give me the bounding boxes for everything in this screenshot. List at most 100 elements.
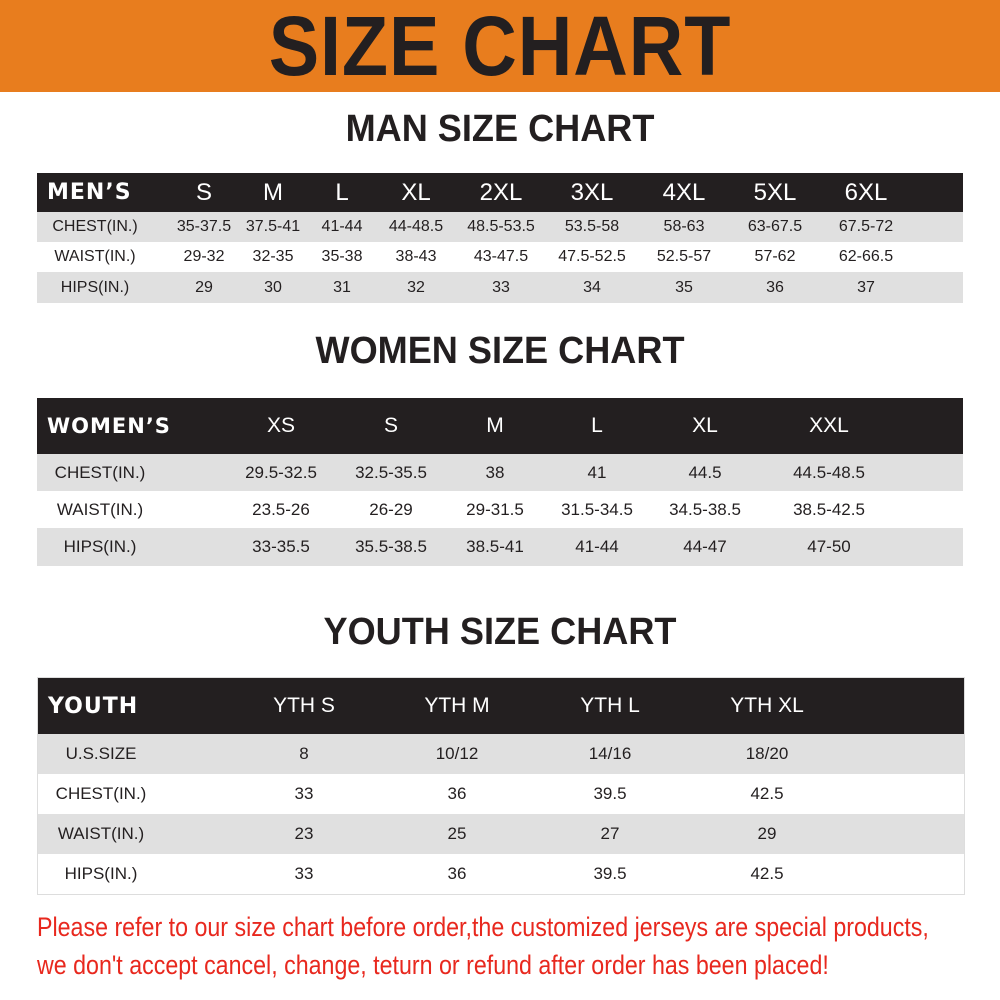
table-cell: 47-50 <box>807 537 851 556</box>
size-header-s: S <box>195 178 213 206</box>
table-cell: 37.5-41 <box>245 218 301 235</box>
table-cell: 44.5 <box>688 462 722 482</box>
table-cell: 25 <box>447 824 467 843</box>
table-cell: 42.5 <box>750 864 784 883</box>
women-section-title: WOMEN SIZE CHART <box>315 330 685 372</box>
table-cell: 39.5 <box>593 784 627 803</box>
table-cell: 23 <box>294 824 314 843</box>
table-cell: 29-32 <box>183 248 225 265</box>
row-label: WAIST(IN.) <box>54 248 136 265</box>
notice-line-1: Please refer to our size chart before or… <box>37 912 929 942</box>
size-header-l: L <box>591 414 603 437</box>
table-cell: 23.5-26 <box>252 499 310 519</box>
table-cell: 37 <box>857 278 875 296</box>
table-cell: 35 <box>675 278 693 296</box>
women-size-table: WOMEN’S XS S M L XL XXL CHEST(IN.) 29.5-32.5 32.5… <box>37 398 963 566</box>
table-cell: 31.5-34.5 <box>561 499 633 519</box>
men-section-title: MAN SIZE CHART <box>345 108 655 150</box>
youth-size-table: YOUTH YTH S YTH M YTH L YTH XL U.S.SIZE 8 10/12… <box>37 677 965 895</box>
page-title: SIZE CHART <box>268 0 732 93</box>
table-cell: 32 <box>407 278 425 296</box>
table-cell: 57-62 <box>754 248 796 265</box>
table-cell: 36 <box>447 864 467 883</box>
table-cell: 33 <box>294 784 314 803</box>
size-header-yth-l: YTH L <box>580 694 640 717</box>
header-label: WOMEN’S <box>47 414 171 438</box>
size-header-xxl: XXL <box>809 414 849 437</box>
table-cell: 14/16 <box>588 744 632 763</box>
table-cell: 32-35 <box>252 248 294 265</box>
size-header-l: L <box>335 178 349 206</box>
table-cell: 67.5-72 <box>838 218 894 235</box>
table-cell: 39.5 <box>593 864 627 883</box>
table-cell: 48.5-53.5 <box>467 218 535 235</box>
table-cell: 42.5 <box>750 784 784 803</box>
table-row: CHEST(IN.) 29.5-32.5 32.5-35.5 38 41 44.5 44.5… <box>37 454 963 491</box>
table-cell: 41-44 <box>321 218 363 235</box>
table-row: WAIST(IN.) 23.5-26 26-29 29-31.5 31.5-34.5 34… <box>37 491 963 528</box>
table-cell: 34 <box>583 278 601 296</box>
table-cell: 38.5-41 <box>466 537 524 556</box>
title-banner: SIZE CHART <box>0 0 1000 92</box>
table-row: WAIST(IN.) 23 25 27 29 <box>38 814 964 854</box>
table-cell: 36 <box>447 784 467 803</box>
table-cell: 31 <box>333 278 351 296</box>
size-header-xs: XS <box>266 414 296 437</box>
table-cell: 29-31.5 <box>466 499 524 519</box>
table-cell: 44-47 <box>683 537 727 556</box>
table-cell: 32.5-35.5 <box>355 462 427 482</box>
table-row: HIPS(IN.) 33-35.5 35.5-38.5 38.5-41 41-44 44-… <box>37 528 963 566</box>
table-cell: 52.5-57 <box>656 248 712 265</box>
row-label: CHEST(IN.) <box>54 462 146 482</box>
size-header-m: M <box>486 414 504 437</box>
size-header-yth-xl: YTH XL <box>730 694 804 717</box>
table-cell: 47.5-52.5 <box>558 248 626 265</box>
header-label: YOUTH <box>48 693 139 719</box>
row-label: CHEST(IN.) <box>55 784 147 803</box>
table-cell: 33-35.5 <box>252 537 310 556</box>
row-label: WAIST(IN.) <box>56 499 144 519</box>
table-cell: 33 <box>492 278 510 296</box>
table-cell: 18/20 <box>745 744 789 763</box>
table-cell: 36 <box>766 278 784 296</box>
table-cell: 44-48.5 <box>388 218 444 235</box>
table-cell: 41-44 <box>575 537 619 556</box>
table-row: HIPS(IN.) 33 36 39.5 42.5 <box>38 854 964 894</box>
table-cell: 44.5-48.5 <box>793 462 865 482</box>
table-cell: 53.5-58 <box>564 218 620 235</box>
table-cell: 26-29 <box>369 499 413 519</box>
table-cell: 41 <box>587 462 607 482</box>
youth-section-title: YOUTH SIZE CHART <box>323 611 677 653</box>
table-cell: 27 <box>600 824 620 843</box>
table-header-row: YOUTH YTH S YTH M YTH L YTH XL <box>38 678 964 734</box>
table-cell: 38.5-42.5 <box>793 499 865 519</box>
table-cell: 30 <box>264 278 282 296</box>
size-header-4xl: 4XL <box>662 178 706 206</box>
table-cell: 35.5-38.5 <box>355 537 427 556</box>
table-cell: 29 <box>195 278 213 296</box>
row-label: CHEST(IN.) <box>52 218 138 235</box>
table-row: U.S.SIZE 8 10/12 14/16 18/20 <box>38 734 964 774</box>
table-cell: 35-37.5 <box>176 218 232 235</box>
table-cell: 43-47.5 <box>473 248 529 265</box>
men-size-table: MEN’S S M L XL 2XL 3XL 4XL 5XL 6XL CHEST(IN.) 35-37… <box>37 173 963 303</box>
table-cell: 8 <box>299 744 309 763</box>
row-label: HIPS(IN.) <box>64 864 138 883</box>
table-header-row: WOMEN’S XS S M L XL XXL <box>37 398 963 454</box>
notice-line-2: we don't accept cancel, change, teturn o… <box>37 950 829 980</box>
size-header-6xl: 6XL <box>844 178 888 206</box>
row-label: HIPS(IN.) <box>60 278 130 296</box>
table-cell: 10/12 <box>435 744 479 763</box>
table-cell: 38-43 <box>395 248 437 265</box>
table-cell: 35-38 <box>321 248 363 265</box>
table-header-row: MEN’S S M L XL 2XL 3XL 4XL 5XL 6XL <box>37 173 963 212</box>
table-cell: 58-63 <box>663 218 705 235</box>
row-label: WAIST(IN.) <box>57 824 145 843</box>
table-cell: 29 <box>757 824 777 843</box>
row-label: U.S.SIZE <box>65 744 137 763</box>
table-row: CHEST(IN.) 33 36 39.5 42.5 <box>38 774 964 814</box>
size-header-s: S <box>383 414 399 437</box>
size-header-xl: XL <box>692 414 718 437</box>
table-cell: 33 <box>294 864 314 883</box>
size-header-3xl: 3XL <box>570 178 614 206</box>
